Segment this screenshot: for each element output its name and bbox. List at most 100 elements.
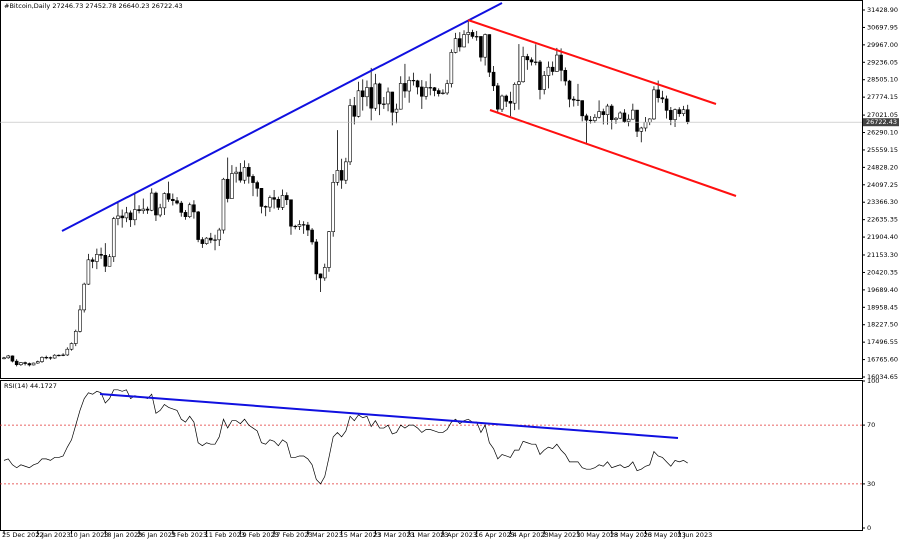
candle-body [116, 215, 120, 219]
candle-body [99, 254, 103, 256]
last-high: 27452.78 [85, 2, 116, 10]
candle-body [179, 202, 184, 213]
y-tick-label: 100 [867, 377, 879, 385]
candle-body [145, 208, 150, 211]
rsi-divergence-line [99, 393, 679, 439]
candle-body [166, 193, 171, 200]
candle-body [597, 111, 601, 118]
price-header: #Bitcoin,Daily 27246.73 27452.78 26640.2… [4, 2, 183, 10]
candle-body [508, 100, 513, 104]
candle-body [382, 103, 386, 105]
y-tick-label: 29236.05 [867, 58, 898, 66]
candle-body [27, 363, 32, 366]
candle-body [187, 204, 192, 217]
candle-body [571, 98, 576, 101]
candle-body [137, 209, 141, 212]
candle-body [462, 34, 466, 48]
y-tick-label: 21904.40 [867, 233, 898, 241]
candle-body [322, 267, 327, 279]
candle-body [335, 170, 340, 183]
candle-body [19, 362, 23, 366]
candle-body [635, 109, 639, 132]
candle-body [546, 66, 551, 76]
last-price-tag: 26722.43 [866, 118, 897, 126]
candle-body [268, 197, 272, 208]
x-tick-label: 2 May 2023 [542, 531, 580, 539]
candle-body [466, 32, 471, 35]
candle-body [622, 112, 627, 122]
candle-body [2, 357, 6, 360]
candle-body [61, 354, 65, 356]
candle-body [656, 89, 660, 99]
candle-body [563, 69, 568, 82]
candle-body [588, 119, 593, 122]
y-tick-label: 70 [867, 421, 875, 429]
x-tick-label: 23 Mar 2023 [373, 531, 414, 539]
candle-body [10, 355, 15, 362]
candle-body [576, 99, 580, 101]
candle-body [263, 206, 268, 208]
candle-body [280, 195, 285, 208]
candle-body [86, 259, 91, 285]
candle-body [491, 71, 496, 87]
candle-body [209, 237, 213, 241]
candle-body [652, 89, 656, 120]
last-open: 27246.73 [52, 2, 83, 10]
candle-body [618, 112, 622, 119]
candle-body [445, 83, 449, 94]
candle-body [204, 237, 209, 244]
support-trendline [61, 2, 503, 232]
candle-body [259, 188, 264, 207]
x-tick-label: 11 Feb 2023 [205, 531, 245, 539]
candle-body [483, 34, 487, 58]
candle-body [255, 182, 260, 189]
candle-body [631, 109, 635, 120]
candle-body [6, 355, 11, 359]
candle-body [124, 212, 129, 219]
candle-body [82, 283, 86, 311]
candle-body [35, 361, 40, 364]
candle-body [593, 116, 597, 121]
candle-body [44, 357, 48, 359]
candle-body [386, 91, 390, 105]
candle-body [584, 115, 589, 121]
candle-body [48, 357, 53, 359]
y-tick-label: 19689.40 [867, 286, 898, 294]
candle-body [31, 362, 36, 366]
candle-body [449, 52, 454, 84]
y-tick-label: 16034.65 [867, 373, 898, 381]
candle-body [52, 354, 57, 359]
x-tick-label: 26 May 2023 [643, 531, 685, 539]
candle-body [120, 215, 124, 219]
candle-body [479, 36, 483, 58]
candle-body [73, 331, 78, 344]
x-tick-label: 15 Mar 2023 [340, 531, 381, 539]
candle-body [103, 254, 108, 267]
candle-body [111, 218, 116, 258]
y-tick-label: 30 [867, 480, 875, 488]
y-tick-label: 29967.00 [867, 41, 898, 49]
candle-body [69, 343, 74, 350]
candle-body [133, 209, 137, 221]
candle-body [415, 80, 420, 88]
candle-body [107, 256, 112, 267]
candle-body [669, 110, 673, 120]
candle-body [314, 241, 319, 275]
candle-body [192, 204, 196, 213]
channel-upper-line [467, 19, 717, 105]
candle-body [242, 167, 247, 181]
candle-body [200, 239, 205, 244]
candle-body [639, 127, 644, 132]
y-tick-label: 26290.10 [867, 129, 898, 137]
candle-body [673, 109, 677, 120]
candle-body [420, 86, 424, 97]
price-panel-frame [0, 0, 863, 379]
rsi-panel-frame [0, 380, 863, 531]
x-tick-label: 24 Apr 2023 [508, 531, 548, 539]
y-tick-label: 31428.90 [867, 6, 898, 14]
candle-body [175, 200, 179, 204]
x-tick-label: 25 Dec 2022 [2, 531, 44, 539]
candle-body [90, 259, 95, 262]
candle-body [284, 195, 289, 201]
candle-body [183, 212, 188, 217]
